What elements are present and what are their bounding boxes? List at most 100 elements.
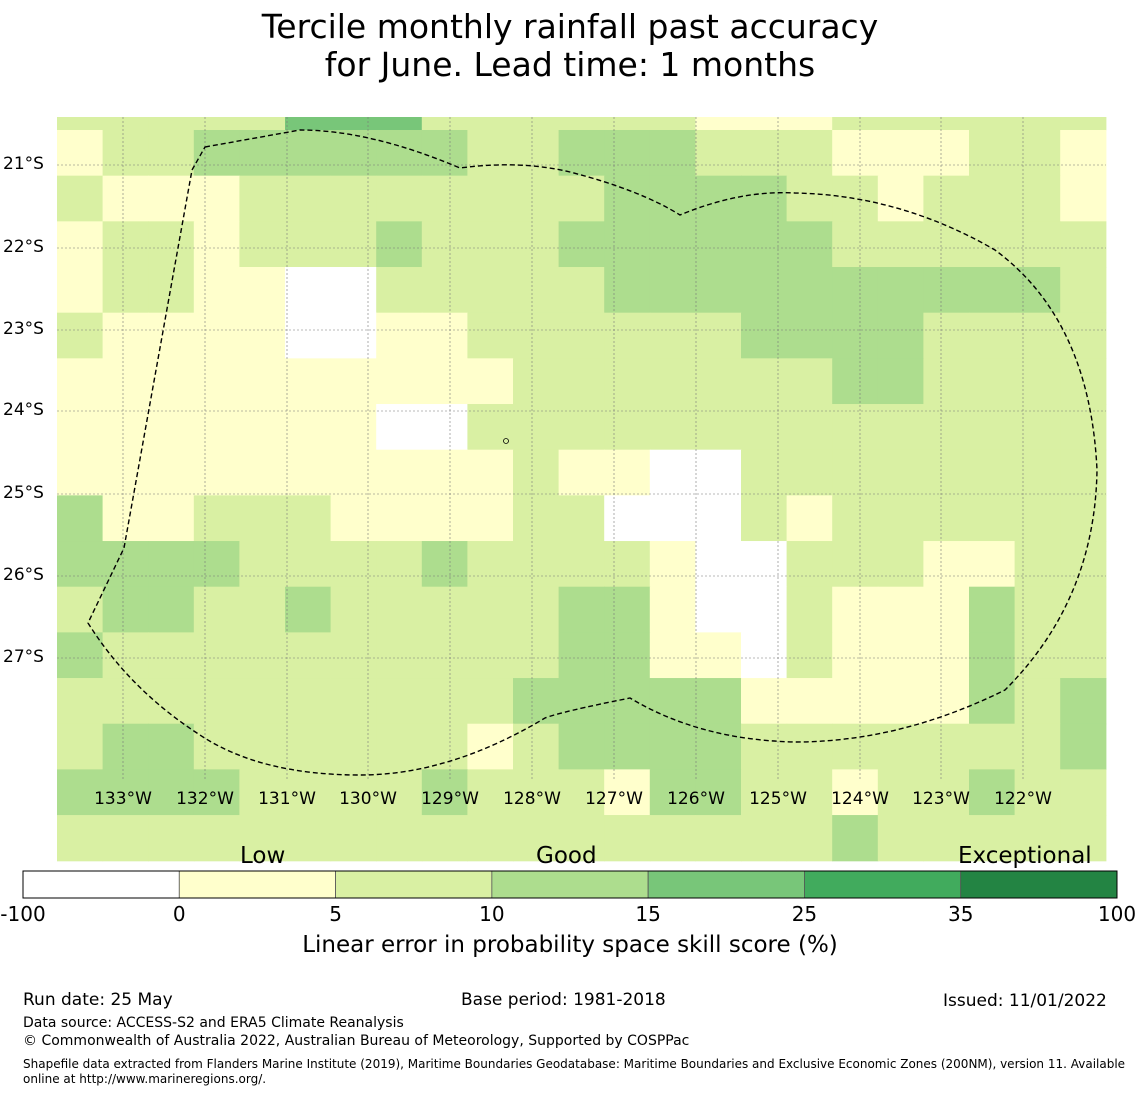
skill-cell [558,541,605,588]
skill-cell [421,175,468,222]
skill-cell [285,175,332,222]
skill-cell [239,130,286,177]
skill-cell [102,586,149,633]
skill-cell [330,117,377,131]
skill-cell [376,541,423,588]
skill-cell [604,267,651,314]
latitude-label: 23°S [3,319,44,339]
skill-cell [877,267,924,314]
skill-cell [102,404,149,451]
skill-cell [786,175,833,222]
colorbar-outline [22,870,1118,899]
skill-cell [741,404,788,451]
skill-cell [604,449,651,496]
skill-cell [57,130,104,177]
skill-cell [649,404,696,451]
skill-cell [649,723,696,770]
skill-cell [923,267,970,314]
skill-cell [421,815,468,862]
skill-cell [558,632,605,679]
skill-cell [923,678,970,725]
skill-cell [193,769,240,816]
skill-cell [1060,449,1107,496]
skill-cell [604,130,651,177]
skill-cell [421,130,468,177]
skill-cell [1014,175,1061,222]
skill-cell [513,312,560,359]
skill-cell [786,449,833,496]
skill-cell [330,175,377,222]
skill-cell [1060,130,1107,177]
skill-cell [193,678,240,725]
skill-cell [604,723,651,770]
colorbar-tick-label: 25 [791,902,818,926]
skill-cell [604,221,651,268]
skill-cell [695,312,742,359]
skill-cell [1060,632,1107,679]
skill-cell [148,632,195,679]
colorbar-segment [647,870,805,899]
skill-cell [832,267,879,314]
skill-cell [877,541,924,588]
skill-cell [421,769,468,816]
skill-cell [239,221,286,268]
skill-cell [832,815,879,862]
skill-cell [285,404,332,451]
skill-cell [923,358,970,405]
run-date: Run date: 25 May [23,990,173,1010]
skill-cell [832,723,879,770]
skill-cell [513,221,560,268]
skill-cell [923,117,970,131]
skill-cell [695,541,742,588]
colorbar-segment [335,870,493,899]
skill-cell [467,358,514,405]
colorbar-tick-label: 10 [479,902,505,926]
skill-cell [148,267,195,314]
skill-cell [741,312,788,359]
skill-cell [741,358,788,405]
skill-cell [330,495,377,542]
skill-cell [513,358,560,405]
skill-cell [604,541,651,588]
skill-cell [57,815,104,862]
skill-cell [741,541,788,588]
longitude-label: 131°W [258,789,316,809]
skill-cell [513,815,560,862]
skill-cell [148,541,195,588]
skill-cell [923,586,970,633]
skill-cell [239,815,286,862]
skill-cell [969,117,1016,131]
skill-cell [1014,358,1061,405]
longitude-label: 122°W [994,789,1052,809]
skill-cell [649,541,696,588]
skill-cell [421,449,468,496]
skill-cell [969,678,1016,725]
skill-cell [832,586,879,633]
skill-cell [467,586,514,633]
skill-cell [285,449,332,496]
latitude-label: 27°S [3,647,44,667]
skill-cell [558,769,605,816]
skill-cell [467,404,514,451]
island-marker [503,438,509,444]
skill-cell [467,117,514,131]
skill-cell [330,815,377,862]
skill-cell [193,586,240,633]
skill-cell [239,175,286,222]
skill-cell [57,449,104,496]
skill-cell [1060,495,1107,542]
skill-cell [102,267,149,314]
skill-cell [877,495,924,542]
skill-cell [57,495,104,542]
skill-cell [969,130,1016,177]
skill-cell [832,541,879,588]
skill-cell [148,815,195,862]
colorbar-tick-label: 5 [329,902,342,926]
skill-cell [832,678,879,725]
skill-cell [57,586,104,633]
skill-cell [285,221,332,268]
skill-cell [558,358,605,405]
skill-cell [376,769,423,816]
skill-cell [649,815,696,862]
